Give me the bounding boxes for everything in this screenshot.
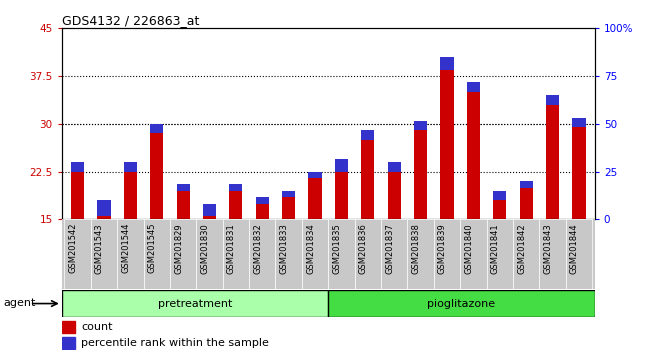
Bar — [414, 130, 427, 219]
Bar — [91, 219, 117, 289]
Bar — [487, 219, 513, 289]
Bar — [124, 172, 137, 219]
Bar — [467, 82, 480, 92]
Text: GSM201843: GSM201843 — [543, 223, 552, 274]
Bar — [98, 216, 111, 219]
Bar — [493, 191, 506, 200]
Bar — [249, 219, 276, 289]
Bar — [177, 191, 190, 219]
Text: GSM201545: GSM201545 — [148, 223, 157, 273]
Bar — [381, 219, 408, 289]
Bar — [229, 191, 242, 219]
Bar — [177, 184, 190, 191]
Text: GSM201544: GSM201544 — [122, 223, 131, 273]
Text: GSM201837: GSM201837 — [385, 223, 394, 274]
Text: GSM201830: GSM201830 — [200, 223, 209, 274]
Bar — [223, 219, 249, 289]
Text: GSM201834: GSM201834 — [306, 223, 315, 274]
Bar — [170, 219, 196, 289]
Bar — [150, 133, 163, 219]
Text: GSM201836: GSM201836 — [359, 223, 368, 274]
Bar — [467, 92, 480, 219]
Bar — [414, 121, 427, 130]
Bar — [328, 219, 355, 289]
Bar — [117, 219, 144, 289]
Text: pretreatment: pretreatment — [158, 298, 232, 309]
Bar — [255, 197, 269, 204]
Text: GSM201840: GSM201840 — [464, 223, 473, 274]
Bar — [546, 105, 559, 219]
Bar — [513, 219, 540, 289]
Bar — [493, 200, 506, 219]
Text: percentile rank within the sample: percentile rank within the sample — [81, 338, 269, 348]
Bar — [150, 124, 163, 133]
Text: GSM201542: GSM201542 — [69, 223, 77, 273]
Bar — [335, 172, 348, 219]
Bar — [203, 204, 216, 216]
Bar — [572, 118, 586, 127]
Text: count: count — [81, 322, 112, 332]
Bar — [276, 219, 302, 289]
Bar — [408, 219, 434, 289]
Bar — [361, 140, 374, 219]
Bar — [71, 172, 84, 219]
Bar — [282, 191, 295, 197]
Bar — [302, 219, 328, 289]
Bar — [519, 181, 533, 188]
Bar — [309, 178, 322, 219]
Bar — [441, 57, 454, 70]
Bar — [62, 321, 75, 333]
Bar — [355, 219, 381, 289]
Bar — [144, 219, 170, 289]
Text: GSM201829: GSM201829 — [174, 223, 183, 274]
Text: GSM201833: GSM201833 — [280, 223, 289, 274]
Bar — [566, 219, 592, 289]
Bar — [387, 172, 401, 219]
Bar — [62, 337, 75, 349]
Text: pioglitazone: pioglitazone — [428, 298, 495, 309]
Bar — [98, 200, 111, 216]
Text: agent: agent — [3, 298, 36, 308]
Bar — [64, 219, 91, 289]
Bar — [460, 219, 487, 289]
Bar — [546, 95, 559, 105]
Bar — [229, 184, 242, 191]
Bar — [441, 70, 454, 219]
Bar — [519, 188, 533, 219]
Bar — [540, 219, 566, 289]
Text: GDS4132 / 226863_at: GDS4132 / 226863_at — [62, 14, 199, 27]
Text: GSM201832: GSM201832 — [254, 223, 263, 274]
Bar — [282, 197, 295, 219]
Bar — [335, 159, 348, 172]
Bar — [387, 162, 401, 172]
Text: GSM201839: GSM201839 — [438, 223, 447, 274]
Bar — [203, 216, 216, 219]
Bar — [328, 290, 595, 317]
Text: GSM201831: GSM201831 — [227, 223, 236, 274]
Bar — [124, 162, 137, 172]
Text: GSM201841: GSM201841 — [491, 223, 500, 274]
Text: GSM201844: GSM201844 — [570, 223, 579, 274]
Bar — [196, 219, 223, 289]
Bar — [255, 204, 269, 219]
Text: GSM201543: GSM201543 — [95, 223, 104, 274]
Bar — [309, 172, 322, 178]
Bar — [572, 127, 586, 219]
Bar — [361, 130, 374, 140]
Text: GSM201838: GSM201838 — [411, 223, 421, 274]
Bar — [62, 290, 328, 317]
Bar — [434, 219, 460, 289]
Bar — [71, 162, 84, 172]
Text: GSM201842: GSM201842 — [517, 223, 526, 274]
Text: GSM201835: GSM201835 — [332, 223, 341, 274]
